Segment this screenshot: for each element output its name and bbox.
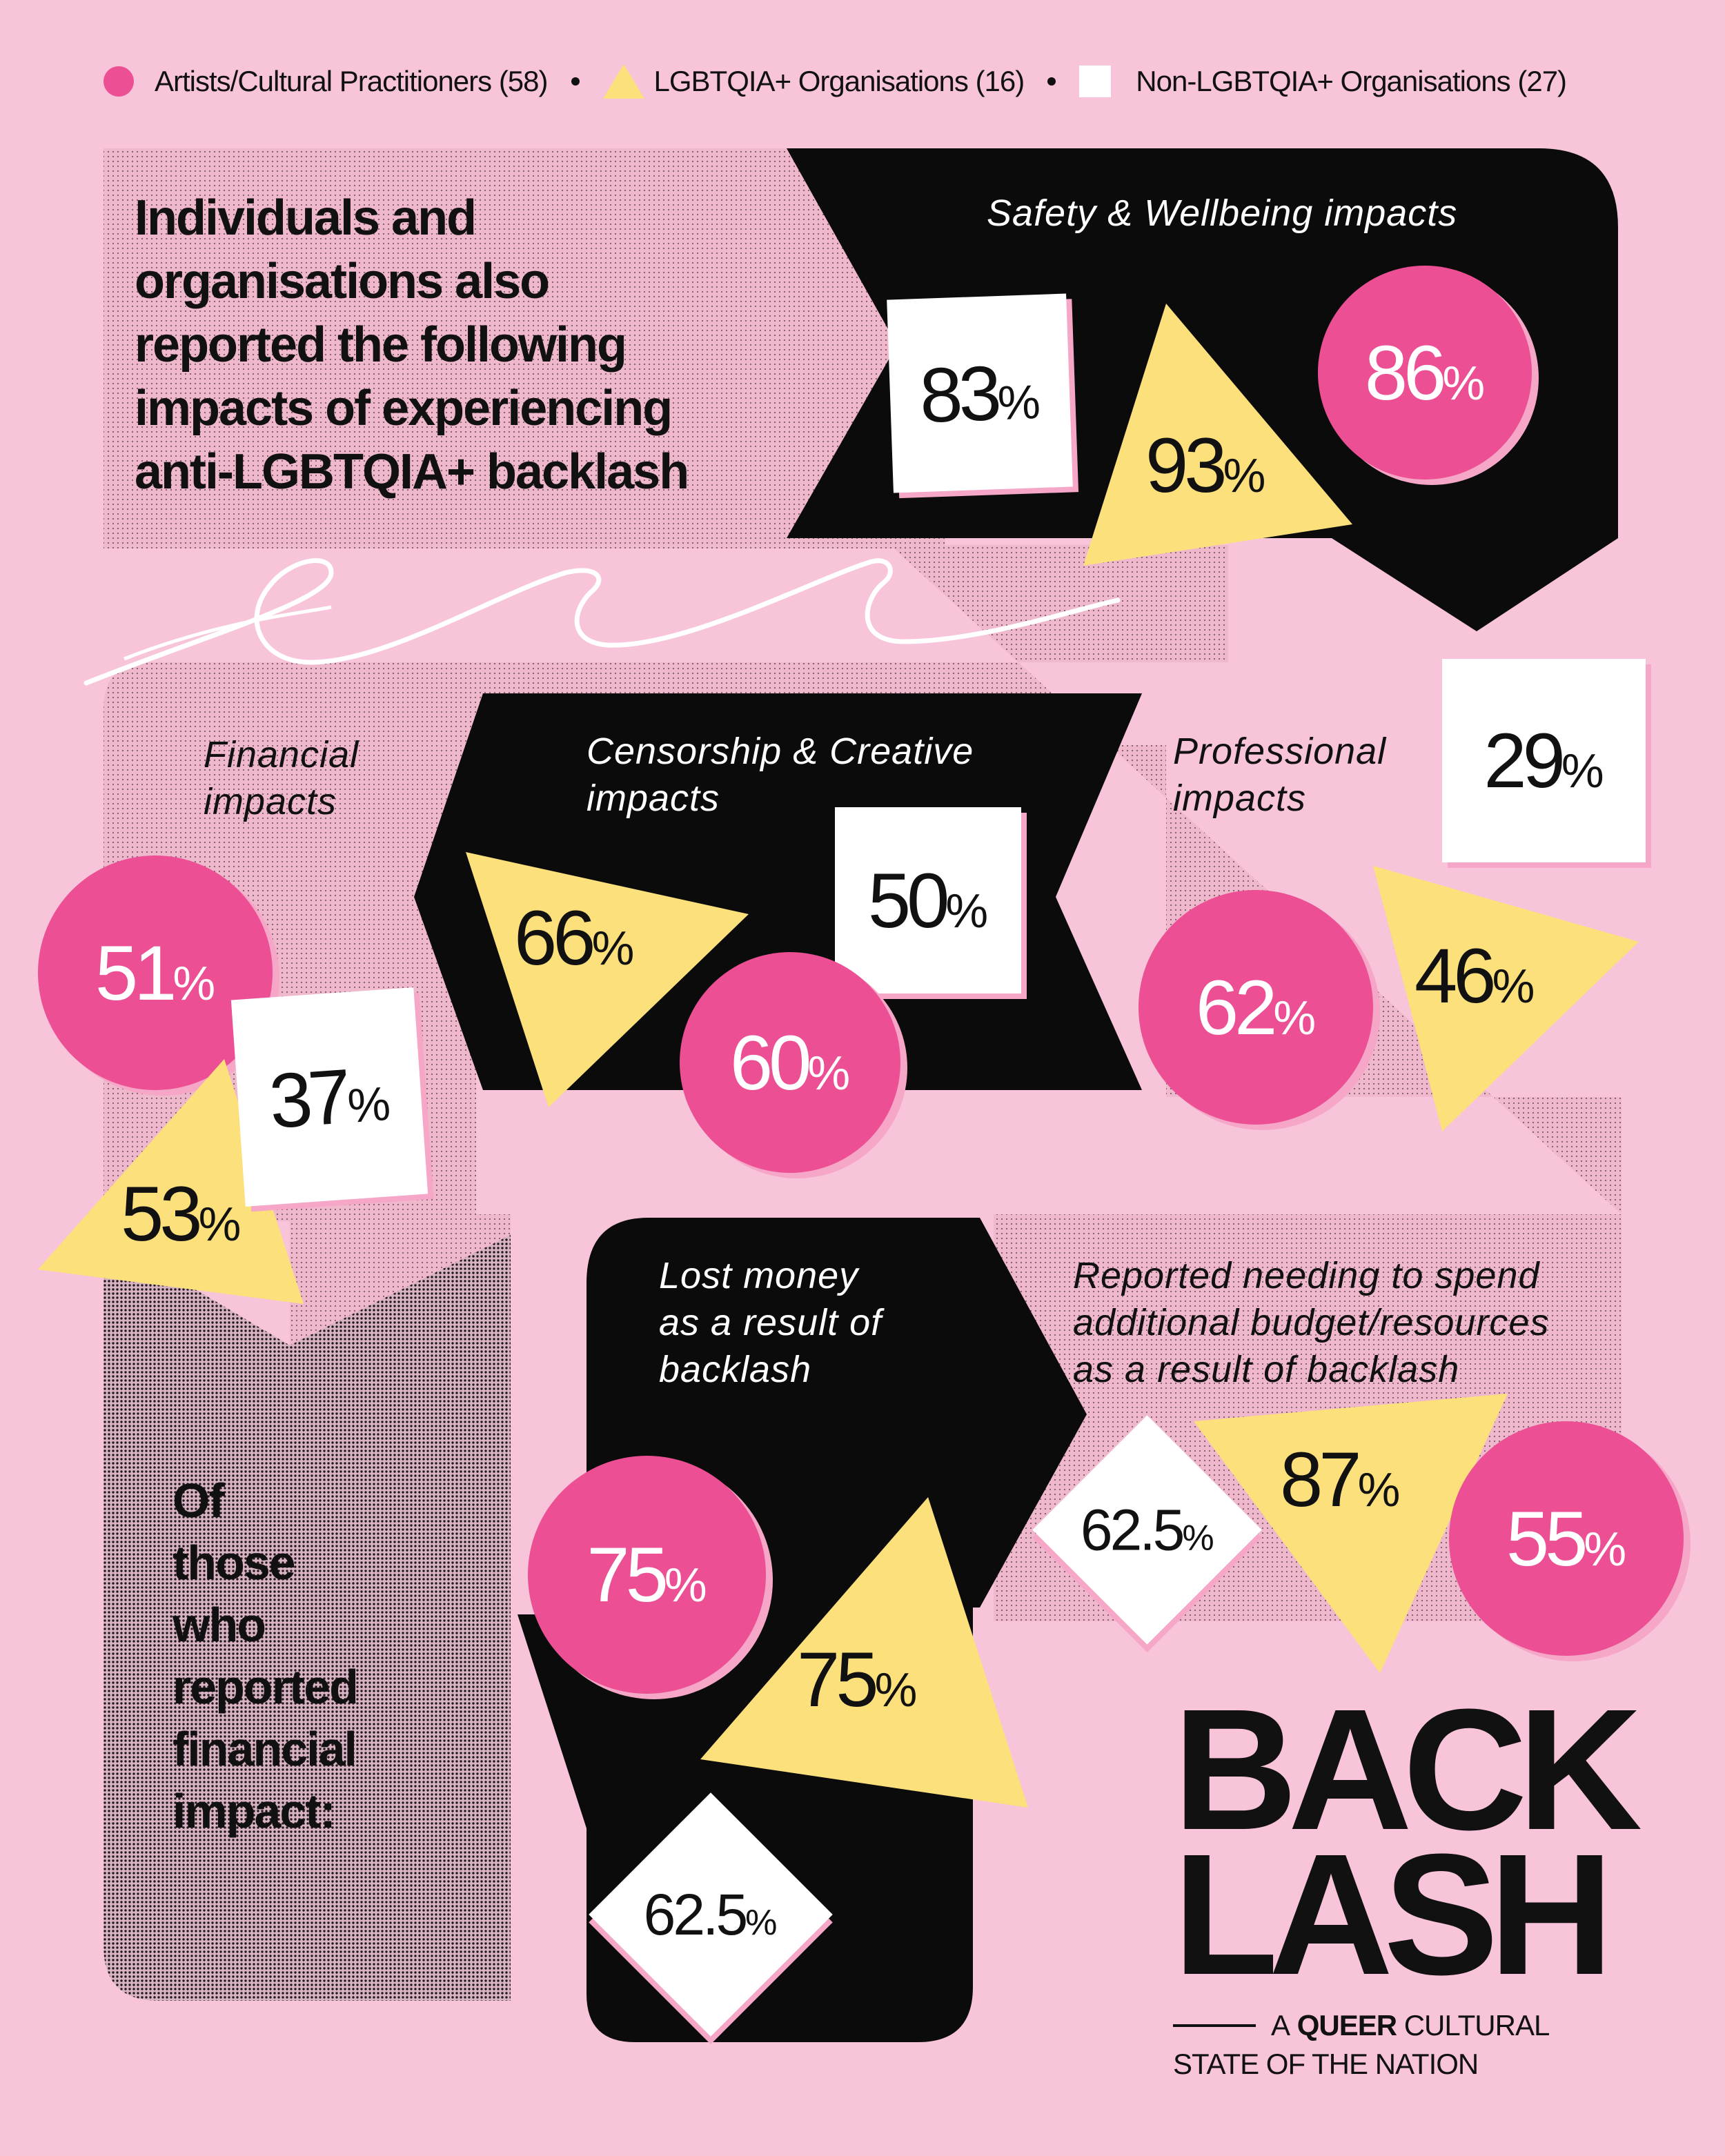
- title-line: Financial: [204, 734, 359, 775]
- professional-non-lgbtqia-square: 29%: [1442, 659, 1646, 862]
- intro-line: Individuals and: [135, 190, 477, 246]
- financial-note: Of those who reported financial impact:: [172, 1470, 359, 1842]
- separator-dot: [1047, 77, 1056, 86]
- title-line: additional budget/resources: [1073, 1302, 1550, 1343]
- legend: Artists/Cultural Practitioners (58) LGBT…: [103, 61, 1635, 102]
- legend-item-artists: Artists/Cultural Practitioners (58): [103, 65, 549, 98]
- safety-non-lgbtqia-square: 83%: [887, 293, 1073, 493]
- note-line: reported: [172, 1660, 359, 1714]
- stat-value: 86%: [1364, 329, 1486, 416]
- stat-value: 50%: [867, 857, 989, 944]
- censorship-artists-circle: 60%: [680, 952, 900, 1173]
- note-line: those: [172, 1536, 296, 1590]
- backlash-logo: BACK LASH A QUEER CULTURAL STATE OF THE …: [1173, 1673, 1656, 2084]
- title-line: as a result of backlash: [1073, 1349, 1460, 1390]
- stat-value: 46%: [1414, 933, 1535, 1019]
- logo-line-2: LASH: [1173, 1818, 1614, 2010]
- intro-line: organisations also: [135, 254, 550, 309]
- safety-title: Safety & Wellbeing impacts: [987, 192, 1458, 234]
- censorship-lgbtqia-triangle: 66%: [466, 845, 752, 1114]
- stat-value: 62.5%: [644, 1881, 778, 1947]
- tag-cultural: CULTURAL: [1403, 2009, 1550, 2041]
- stat-value: 66%: [514, 895, 635, 981]
- logo-tagline: A QUEER CULTURAL: [1173, 2006, 1656, 2045]
- note-line: financial: [172, 1722, 357, 1776]
- lost-money-lgbtqia-triangle: 75%: [700, 1497, 1032, 1814]
- title-line: Reported needing to spend: [1073, 1255, 1540, 1296]
- stat-value: 93%: [1145, 422, 1266, 508]
- tagline-rule: [1173, 2024, 1256, 2027]
- stat-value: 75%: [586, 1532, 707, 1618]
- title-line: Lost money: [659, 1255, 859, 1296]
- intro-panel: [103, 148, 945, 548]
- professional-title: Professional impacts: [1173, 728, 1386, 822]
- title-line: Censorship & Creative: [586, 731, 974, 772]
- white-square-icon: [1079, 66, 1112, 97]
- censorship-non-lgbtqia-square: 50%: [835, 807, 1021, 993]
- professional-artists-circle: 62%: [1138, 890, 1373, 1125]
- title-line: impacts: [1173, 778, 1307, 819]
- separator-dot: [571, 77, 580, 86]
- professional-lgbtqia-triangle: 46%: [1373, 866, 1642, 1135]
- additional-budget-artists-circle: 55%: [1449, 1421, 1684, 1656]
- legend-item-lgbtqia-orgs: LGBTQIA+ Organisations (16): [602, 64, 1025, 99]
- censorship-title: Censorship & Creative impacts: [586, 728, 974, 822]
- dark-speckle-column: [103, 1235, 511, 2001]
- additional-budget-title: Reported needing to spend additional bud…: [1073, 1252, 1549, 1393]
- lost-money-title: Lost money as a result of backlash: [659, 1252, 882, 1393]
- legend-label: Non-LGBTQIA+ Organisations (27): [1136, 65, 1567, 97]
- stat-value: 87%: [1280, 1436, 1401, 1523]
- squiggle-line: [83, 558, 1121, 686]
- legend-label: LGBTQIA+ Organisations (16): [653, 65, 1025, 97]
- yellow-triangle-icon: [602, 64, 644, 99]
- pink-circle-icon: [103, 66, 134, 97]
- intro-line: anti-LGBTQIA+ backlash: [135, 444, 689, 500]
- tag-queer: QUEER: [1297, 2009, 1397, 2041]
- stat-value: 60%: [729, 1019, 851, 1106]
- legend-label: Artists/Cultural Practitioners (58): [155, 65, 549, 97]
- stat-value: 29%: [1483, 718, 1604, 804]
- lost-money-panel: [518, 1218, 1087, 2042]
- intro-line: impacts of experiencing: [135, 381, 673, 436]
- financial-title: Financial impacts: [204, 731, 359, 825]
- stat-value: 75%: [797, 1636, 918, 1723]
- title-line: impacts: [586, 778, 720, 819]
- lost-money-artists-circle: 75%: [528, 1456, 766, 1694]
- title-line: as a result of: [659, 1302, 883, 1343]
- tag-a: A: [1271, 2009, 1290, 2041]
- title-line: impacts: [204, 781, 337, 822]
- logo-tagline-2: STATE OF THE NATION: [1173, 2048, 1479, 2080]
- stat-value: 55%: [1506, 1495, 1627, 1582]
- note-line: impact:: [172, 1784, 336, 1838]
- legend-item-non-lgbtqia-orgs: Non-LGBTQIA+ Organisations (27): [1079, 65, 1567, 98]
- note-line: who: [172, 1598, 266, 1652]
- additional-budget-lgbtqia-triangle: 87%: [1194, 1394, 1511, 1677]
- safety-lgbtqia-triangle: 93%: [1083, 297, 1359, 566]
- stat-value: 51%: [95, 929, 216, 1016]
- title-line: backlash: [659, 1349, 812, 1390]
- financial-lgbtqia-triangle: 53%: [38, 1059, 307, 1314]
- financial-non-lgbtqia-square: 37%: [230, 987, 428, 1207]
- logo-line-1: BACK: [1173, 1673, 1642, 1866]
- intro-line: reported the following: [135, 317, 627, 373]
- financial-artists-circle: 51%: [38, 856, 273, 1090]
- stat-value: 83%: [918, 349, 1041, 439]
- stat-value: 53%: [121, 1171, 241, 1257]
- note-line: Of: [172, 1474, 225, 1527]
- safety-artists-circle: 86%: [1318, 266, 1532, 479]
- stat-value: 37%: [266, 1052, 393, 1145]
- stat-value: 62%: [1195, 964, 1317, 1051]
- intro-heading: Individuals and organisations also repor…: [135, 186, 825, 504]
- title-line: Professional: [1173, 731, 1387, 772]
